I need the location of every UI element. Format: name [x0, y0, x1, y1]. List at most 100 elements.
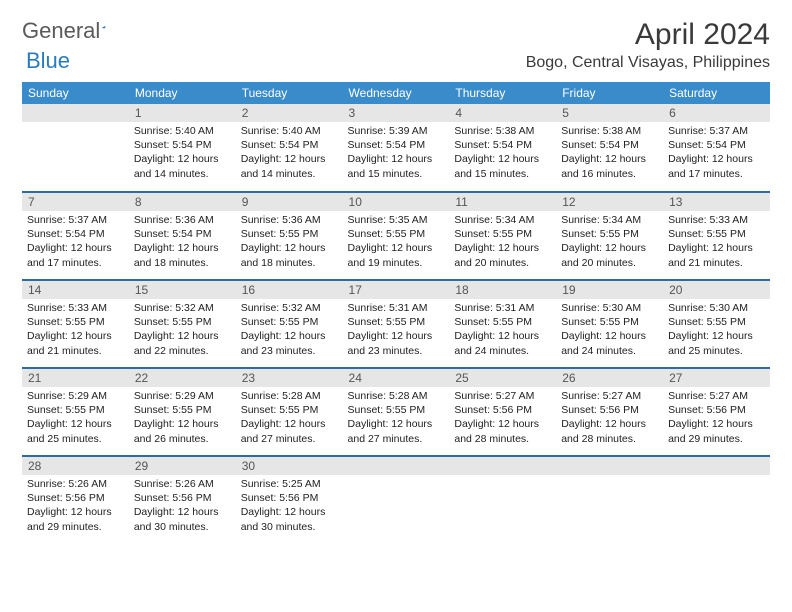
day-number: 3: [343, 104, 450, 122]
month-title: April 2024: [526, 18, 770, 52]
calendar-day-cell: 21Sunrise: 5:29 AMSunset: 5:55 PMDayligh…: [22, 368, 129, 456]
weekday-header: Monday: [129, 82, 236, 104]
day-number: 22: [129, 369, 236, 387]
calendar-day-cell: [556, 456, 663, 544]
day-content: Sunrise: 5:29 AMSunset: 5:55 PMDaylight:…: [22, 387, 129, 450]
day-content: Sunrise: 5:27 AMSunset: 5:56 PMDaylight:…: [449, 387, 556, 450]
calendar-week-row: 14Sunrise: 5:33 AMSunset: 5:55 PMDayligh…: [22, 280, 770, 368]
calendar-day-cell: 22Sunrise: 5:29 AMSunset: 5:55 PMDayligh…: [129, 368, 236, 456]
day-number: 30: [236, 457, 343, 475]
calendar-week-row: 7Sunrise: 5:37 AMSunset: 5:54 PMDaylight…: [22, 192, 770, 280]
weekday-header: Sunday: [22, 82, 129, 104]
day-number: 10: [343, 193, 450, 211]
day-number: 12: [556, 193, 663, 211]
weekday-header: Saturday: [663, 82, 770, 104]
day-content: Sunrise: 5:34 AMSunset: 5:55 PMDaylight:…: [449, 211, 556, 274]
weekday-header: Tuesday: [236, 82, 343, 104]
calendar-day-cell: 20Sunrise: 5:30 AMSunset: 5:55 PMDayligh…: [663, 280, 770, 368]
day-content: Sunrise: 5:28 AMSunset: 5:55 PMDaylight:…: [343, 387, 450, 450]
day-number: 26: [556, 369, 663, 387]
day-content: Sunrise: 5:31 AMSunset: 5:55 PMDaylight:…: [449, 299, 556, 362]
calendar-day-cell: 6Sunrise: 5:37 AMSunset: 5:54 PMDaylight…: [663, 104, 770, 192]
calendar-day-cell: 12Sunrise: 5:34 AMSunset: 5:55 PMDayligh…: [556, 192, 663, 280]
day-content: Sunrise: 5:27 AMSunset: 5:56 PMDaylight:…: [663, 387, 770, 450]
day-number: 5: [556, 104, 663, 122]
day-number: 23: [236, 369, 343, 387]
day-number: 14: [22, 281, 129, 299]
day-number: 25: [449, 369, 556, 387]
calendar-week-row: 28Sunrise: 5:26 AMSunset: 5:56 PMDayligh…: [22, 456, 770, 544]
day-content: Sunrise: 5:35 AMSunset: 5:55 PMDaylight:…: [343, 211, 450, 274]
calendar-day-cell: 25Sunrise: 5:27 AMSunset: 5:56 PMDayligh…: [449, 368, 556, 456]
calendar-day-cell: [449, 456, 556, 544]
day-number: 27: [663, 369, 770, 387]
logo: General: [22, 18, 124, 44]
day-content: Sunrise: 5:28 AMSunset: 5:55 PMDaylight:…: [236, 387, 343, 450]
day-content: Sunrise: 5:32 AMSunset: 5:55 PMDaylight:…: [236, 299, 343, 362]
day-content: Sunrise: 5:27 AMSunset: 5:56 PMDaylight:…: [556, 387, 663, 450]
day-content: Sunrise: 5:31 AMSunset: 5:55 PMDaylight:…: [343, 299, 450, 362]
title-block: April 2024 Bogo, Central Visayas, Philip…: [526, 18, 770, 72]
day-number: 21: [22, 369, 129, 387]
day-content: Sunrise: 5:33 AMSunset: 5:55 PMDaylight:…: [22, 299, 129, 362]
calendar-day-cell: 9Sunrise: 5:36 AMSunset: 5:55 PMDaylight…: [236, 192, 343, 280]
day-content: Sunrise: 5:30 AMSunset: 5:55 PMDaylight:…: [663, 299, 770, 362]
day-content: Sunrise: 5:30 AMSunset: 5:55 PMDaylight:…: [556, 299, 663, 362]
day-number: 9: [236, 193, 343, 211]
calendar-day-cell: 19Sunrise: 5:30 AMSunset: 5:55 PMDayligh…: [556, 280, 663, 368]
day-number: [22, 104, 129, 122]
weekday-header: Friday: [556, 82, 663, 104]
day-content: Sunrise: 5:33 AMSunset: 5:55 PMDaylight:…: [663, 211, 770, 274]
day-number: [343, 457, 450, 475]
day-content: Sunrise: 5:32 AMSunset: 5:55 PMDaylight:…: [129, 299, 236, 362]
calendar-day-cell: 17Sunrise: 5:31 AMSunset: 5:55 PMDayligh…: [343, 280, 450, 368]
page-header: General April 2024 Bogo, Central Visayas…: [0, 0, 792, 76]
day-content: Sunrise: 5:37 AMSunset: 5:54 PMDaylight:…: [663, 122, 770, 185]
logo-triangle-icon: [102, 20, 105, 34]
day-content: Sunrise: 5:26 AMSunset: 5:56 PMDaylight:…: [22, 475, 129, 538]
calendar-day-cell: [22, 104, 129, 192]
day-content: Sunrise: 5:40 AMSunset: 5:54 PMDaylight:…: [236, 122, 343, 185]
weekday-header-row: SundayMondayTuesdayWednesdayThursdayFrid…: [22, 82, 770, 104]
day-number: 1: [129, 104, 236, 122]
day-number: 4: [449, 104, 556, 122]
day-number: 8: [129, 193, 236, 211]
calendar-day-cell: 1Sunrise: 5:40 AMSunset: 5:54 PMDaylight…: [129, 104, 236, 192]
day-content: Sunrise: 5:39 AMSunset: 5:54 PMDaylight:…: [343, 122, 450, 185]
calendar-week-row: 1Sunrise: 5:40 AMSunset: 5:54 PMDaylight…: [22, 104, 770, 192]
day-content: Sunrise: 5:34 AMSunset: 5:55 PMDaylight:…: [556, 211, 663, 274]
calendar-day-cell: 3Sunrise: 5:39 AMSunset: 5:54 PMDaylight…: [343, 104, 450, 192]
day-number: 15: [129, 281, 236, 299]
calendar-day-cell: 26Sunrise: 5:27 AMSunset: 5:56 PMDayligh…: [556, 368, 663, 456]
location-text: Bogo, Central Visayas, Philippines: [526, 54, 770, 72]
calendar-day-cell: 24Sunrise: 5:28 AMSunset: 5:55 PMDayligh…: [343, 368, 450, 456]
day-number: 18: [449, 281, 556, 299]
day-number: 24: [343, 369, 450, 387]
calendar-day-cell: 27Sunrise: 5:27 AMSunset: 5:56 PMDayligh…: [663, 368, 770, 456]
day-number: 11: [449, 193, 556, 211]
day-number: [449, 457, 556, 475]
day-content: Sunrise: 5:25 AMSunset: 5:56 PMDaylight:…: [236, 475, 343, 538]
calendar-day-cell: 4Sunrise: 5:38 AMSunset: 5:54 PMDaylight…: [449, 104, 556, 192]
day-number: 16: [236, 281, 343, 299]
calendar-day-cell: 28Sunrise: 5:26 AMSunset: 5:56 PMDayligh…: [22, 456, 129, 544]
calendar-day-cell: 15Sunrise: 5:32 AMSunset: 5:55 PMDayligh…: [129, 280, 236, 368]
calendar-table: SundayMondayTuesdayWednesdayThursdayFrid…: [22, 82, 770, 544]
weekday-header: Thursday: [449, 82, 556, 104]
day-content: Sunrise: 5:29 AMSunset: 5:55 PMDaylight:…: [129, 387, 236, 450]
day-content: Sunrise: 5:36 AMSunset: 5:54 PMDaylight:…: [129, 211, 236, 274]
calendar-day-cell: 11Sunrise: 5:34 AMSunset: 5:55 PMDayligh…: [449, 192, 556, 280]
day-number: 2: [236, 104, 343, 122]
day-content: Sunrise: 5:37 AMSunset: 5:54 PMDaylight:…: [22, 211, 129, 274]
weekday-header: Wednesday: [343, 82, 450, 104]
day-number: 28: [22, 457, 129, 475]
calendar-day-cell: 23Sunrise: 5:28 AMSunset: 5:55 PMDayligh…: [236, 368, 343, 456]
day-number: 17: [343, 281, 450, 299]
calendar-day-cell: 13Sunrise: 5:33 AMSunset: 5:55 PMDayligh…: [663, 192, 770, 280]
calendar-day-cell: 30Sunrise: 5:25 AMSunset: 5:56 PMDayligh…: [236, 456, 343, 544]
calendar-day-cell: 8Sunrise: 5:36 AMSunset: 5:54 PMDaylight…: [129, 192, 236, 280]
logo-text-general: General: [22, 18, 100, 44]
calendar-day-cell: 10Sunrise: 5:35 AMSunset: 5:55 PMDayligh…: [343, 192, 450, 280]
day-number: 6: [663, 104, 770, 122]
calendar-week-row: 21Sunrise: 5:29 AMSunset: 5:55 PMDayligh…: [22, 368, 770, 456]
